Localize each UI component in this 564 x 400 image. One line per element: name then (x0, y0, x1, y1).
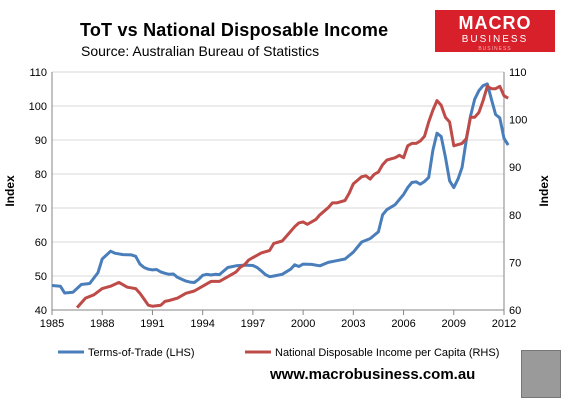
logo-line-small: BUSINESS (478, 46, 512, 52)
ndi-series-line (75, 84, 509, 309)
y-right-axis-title: Index (537, 175, 551, 207)
y-right-tick-label: 110 (509, 67, 527, 79)
y-left-tick-label: 40 (35, 305, 47, 317)
wolf-badge-image (521, 350, 561, 398)
y-right-tick-label: 60 (509, 305, 521, 317)
x-tick-label: 2003 (341, 318, 365, 330)
y-right-tick-label: 100 (509, 115, 527, 127)
chart-title: ToT vs National Disposable Income (80, 20, 389, 40)
y-left-tick-label: 80 (35, 169, 47, 181)
y-left-tick-label: 50 (35, 271, 47, 283)
tot-series-line (51, 82, 510, 295)
y-left-tick-label: 90 (35, 135, 47, 147)
x-tick-label: 2012 (492, 318, 516, 330)
footer-url: www.macrobusiness.com.au (270, 366, 476, 383)
x-tick-label: 2006 (391, 318, 415, 330)
legend-label: Terms-of-Trade (LHS) (88, 347, 195, 359)
chart-subtitle: Source: Australian Bureau of Statistics (81, 43, 320, 59)
x-tick-label: 1988 (90, 318, 114, 330)
y-right-tick-label: 80 (509, 210, 521, 222)
logo-line-macro: MACRO (458, 13, 532, 33)
macro-business-logo: MACRO BUSINESS BUSINESS (435, 10, 555, 52)
y-left-axis-title: Index (3, 175, 17, 207)
x-tick-label: 1997 (241, 318, 265, 330)
x-tick-label: 1991 (140, 318, 164, 330)
y-left-tick-label: 60 (35, 237, 47, 249)
y-right-tick-label: 70 (509, 257, 521, 269)
x-tick-label: 2009 (442, 318, 466, 330)
x-tick-label: 1985 (40, 318, 64, 330)
x-tick-label: 1994 (190, 318, 214, 330)
y-left-tick-label: 100 (29, 101, 47, 113)
logo-line-business: BUSINESS (461, 34, 529, 45)
x-tick-label: 2000 (291, 318, 315, 330)
legend-label: National Disposable Income per Capita (R… (275, 347, 499, 359)
y-right-tick-label: 90 (509, 162, 521, 174)
y-left-tick-label: 70 (35, 203, 47, 215)
y-left-tick-label: 110 (29, 67, 47, 79)
